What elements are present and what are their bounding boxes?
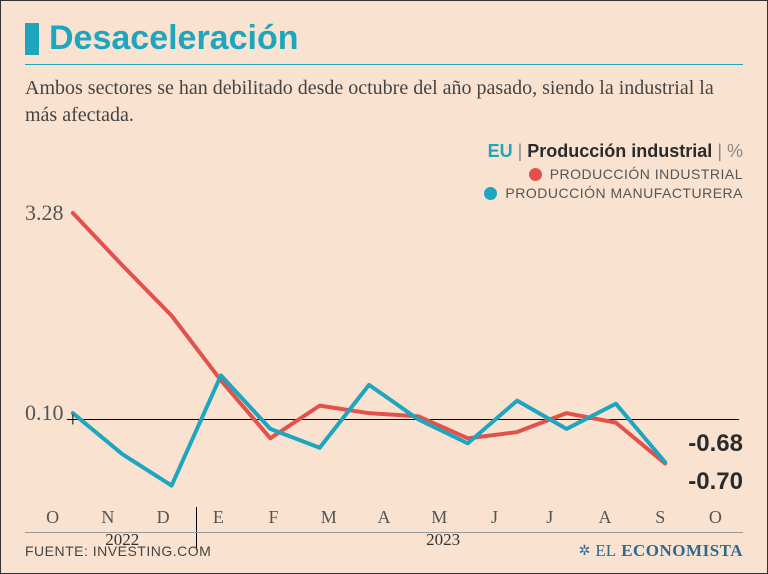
legend-unit: | % — [712, 141, 743, 161]
x-tick: J — [522, 507, 577, 528]
legend-rows: PRODUCCIÓN INDUSTRIAL PRODUCCIÓN MANUFAC… — [25, 166, 743, 201]
legend-dot-manufacturera — [484, 187, 497, 200]
legend-label-industrial: PRODUCCIÓN INDUSTRIAL — [550, 166, 743, 182]
end-label-industrial: -0.70 — [688, 468, 743, 496]
brand-el: EL — [595, 541, 616, 561]
title-accent-bar — [25, 23, 39, 55]
title-row: Desaceleración — [25, 19, 743, 58]
x-tick: S — [633, 507, 688, 528]
x-tick: F — [246, 507, 301, 528]
footer: FUENTE: INVESTING.COM ✲ EL ECONOMISTA — [25, 532, 743, 561]
x-tick: A — [577, 507, 632, 528]
chart-area: 3.280.10-0.70-0.68 — [25, 205, 743, 505]
x-tick: D — [135, 507, 190, 528]
legend-label-manufacturera: PRODUCCIÓN MANUFACTURERA — [505, 185, 743, 201]
title-rule — [25, 64, 743, 65]
y-start-label: 3.28 — [25, 200, 64, 226]
end-label-manufacturera: -0.68 — [688, 430, 743, 458]
chart-frame: Desaceleración Ambos sectores se han deb… — [0, 0, 768, 574]
legend-header: EU | Producción industrial | % — [25, 141, 743, 162]
source-text: FUENTE: INVESTING.COM — [25, 543, 211, 559]
x-tick: M — [301, 507, 356, 528]
legend-dot-industrial — [529, 168, 542, 181]
x-tick: O — [25, 507, 80, 528]
brand: ✲ EL ECONOMISTA — [579, 541, 743, 561]
x-tick: N — [80, 507, 135, 528]
chart-svg — [25, 205, 743, 505]
chart-subtitle: Ambos sectores se han debilitado desde o… — [25, 75, 743, 129]
brand-name: ECONOMISTA — [621, 541, 743, 561]
brand-sun-icon: ✲ — [579, 543, 591, 560]
x-tick: O — [688, 507, 743, 528]
x-tick: A — [356, 507, 411, 528]
x-axis: ONDEFMAMJJASO — [25, 507, 743, 528]
x-tick: E — [191, 507, 246, 528]
legend-row-industrial: PRODUCCIÓN INDUSTRIAL — [25, 166, 743, 182]
y-start-label: 0.10 — [25, 400, 64, 426]
chart-title: Desaceleración — [49, 19, 299, 58]
series-manufacturera — [73, 375, 665, 485]
legend-sep: | — [513, 141, 528, 161]
x-tick: J — [467, 507, 522, 528]
legend-region: EU — [488, 141, 513, 161]
x-tick: M — [412, 507, 467, 528]
legend-metric: Producción industrial — [527, 141, 712, 161]
legend-row-manufacturera: PRODUCCIÓN MANUFACTURERA — [25, 185, 743, 201]
